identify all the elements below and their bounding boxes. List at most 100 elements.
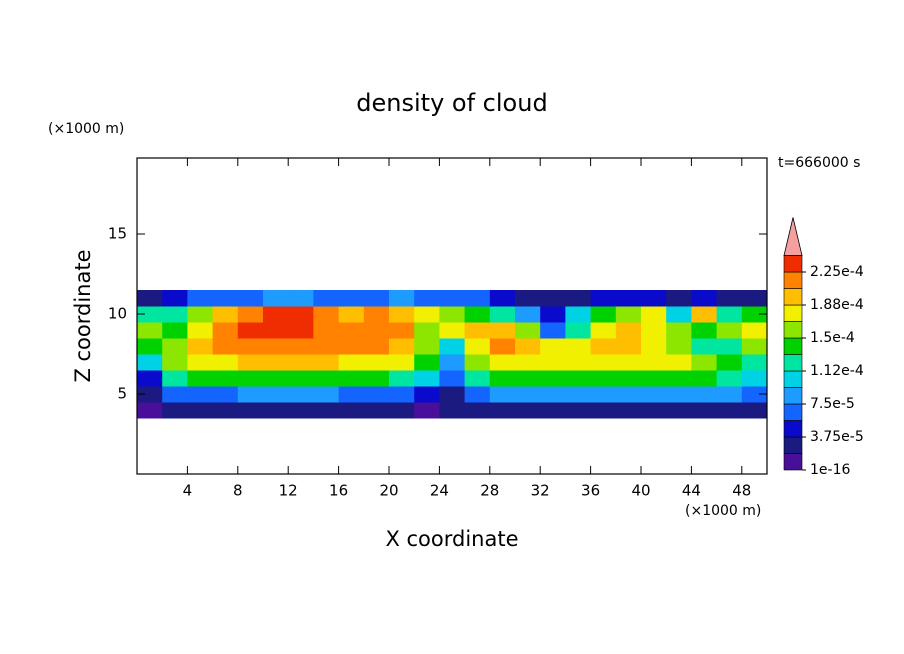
field-cell [237,370,264,387]
field-cell [439,386,466,403]
field-cell [615,402,642,419]
field-cell [389,354,415,371]
field-cell [615,338,642,355]
field-cell [741,354,768,371]
field-cell [288,306,314,323]
field-cell [641,338,667,355]
colorbar-tick-label: 2.25e-4 [810,264,864,280]
field-cell [212,338,239,355]
field-cell [691,370,718,387]
field-cell [263,338,289,355]
time-annotation: t=666000 s [778,155,860,171]
field-cell [414,338,440,355]
field-cell [615,354,642,371]
field-cell [263,386,289,403]
field-cell [540,386,566,403]
colorbar-band [783,321,803,339]
field-cell [414,386,440,403]
x-tick-label: 4 [183,482,193,500]
field-cell [389,370,415,387]
field-cell [565,402,592,419]
field-cell [741,402,768,419]
field-cell [338,290,365,307]
field-cell [716,370,743,387]
field-cell [515,354,541,371]
field-cell [439,402,466,419]
field-cell [565,386,592,403]
field-cell [137,402,163,419]
field-cell [439,322,466,339]
field-cell [590,354,617,371]
field-cell [414,322,440,339]
y-unit: (×1000 m) [48,121,124,137]
field-cell [389,306,415,323]
field-cell [666,386,692,403]
colorbar-band [783,304,803,322]
field-cell [615,386,642,403]
field-cell [363,386,390,403]
colorbar-band [783,255,803,273]
field-cell [363,370,390,387]
field-cell [464,290,491,307]
field-cell [615,322,642,339]
x-tick-label: 12 [279,482,298,500]
field-cell [263,370,289,387]
field-cell [263,402,289,419]
field-cell [615,370,642,387]
x-tick-label: 20 [379,482,398,500]
field-cell [313,306,340,323]
field-cell [515,322,541,339]
x-axis-label: X coordinate [385,527,518,551]
field-cell [641,322,667,339]
x-tick-label: 32 [531,482,550,500]
field-cell [389,338,415,355]
field-cell [716,322,743,339]
field-cell [237,386,264,403]
x-tick-label: 44 [682,482,701,500]
field-cell [263,322,289,339]
field-cell [515,338,541,355]
field-cell [187,354,214,371]
field-cell [439,354,466,371]
field-cell [641,306,667,323]
field-cell [741,290,768,307]
field-cell [313,322,340,339]
field-cell [565,290,592,307]
field-cell [515,386,541,403]
colorbar-tick-label: 3.75e-5 [810,429,864,445]
contour-field [137,290,768,419]
x-tick-label: 8 [233,482,243,500]
field-cell [187,322,214,339]
field-cell [464,386,491,403]
field-cell [137,354,163,371]
field-cell [489,386,516,403]
field-cell [464,322,491,339]
plot-frame [136,157,768,475]
colorbar-band [783,288,803,306]
field-cell [162,386,188,403]
field-cell [162,354,188,371]
field-cell [389,402,415,419]
field-cell [565,354,592,371]
field-cell [187,338,214,355]
field-cell [439,370,466,387]
field-cell [137,386,163,403]
field-cell [716,290,743,307]
field-cell [540,306,566,323]
field-cell [666,354,692,371]
colorbar-band [783,420,803,438]
x-tick-label: 28 [480,482,499,500]
field-cell [464,354,491,371]
field-cell [363,354,390,371]
field-cell [137,370,163,387]
x-unit: (×1000 m) [685,503,761,519]
field-cell [212,386,239,403]
y-tick-label: 5 [117,385,127,403]
field-cell [741,322,768,339]
field-cell [338,370,365,387]
field-cell [162,290,188,307]
field-cell [666,306,692,323]
field-cell [590,402,617,419]
field-cell [716,386,743,403]
